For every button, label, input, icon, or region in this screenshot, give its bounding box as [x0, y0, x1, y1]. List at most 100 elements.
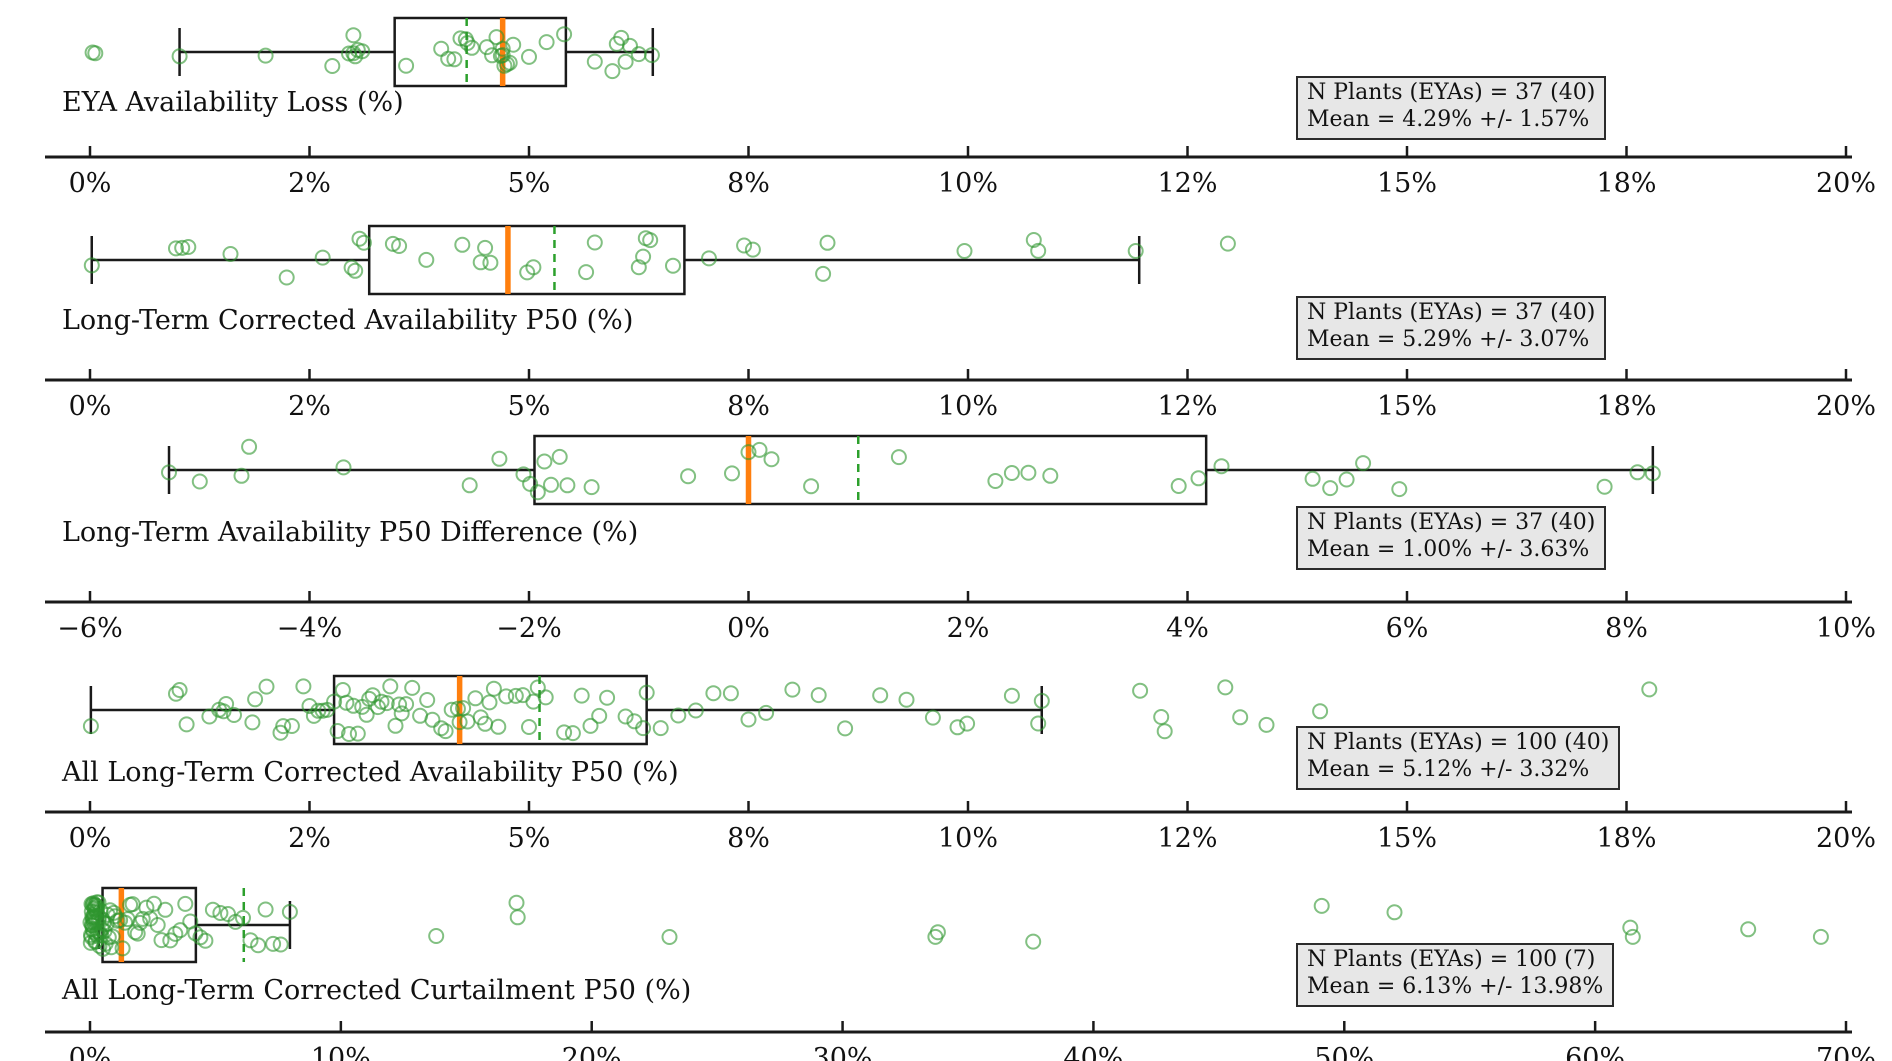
- data-point: [418, 251, 435, 268]
- data-point: [1156, 723, 1173, 740]
- data-point: [82, 718, 99, 735]
- data-point: [652, 720, 669, 737]
- data-point: [1258, 716, 1275, 733]
- data-point: [257, 47, 274, 64]
- x-tick-label: 8%: [1605, 613, 1648, 644]
- stats-annotation-1: N Plants (EYAs) = 37 (40) Mean = 4.29% +…: [1296, 76, 1607, 140]
- data-point: [680, 468, 697, 485]
- data-point: [387, 717, 404, 734]
- data-point: [751, 441, 768, 458]
- data-point: [564, 725, 581, 742]
- data-point: [701, 250, 717, 267]
- data-point: [815, 265, 832, 282]
- data-point: [573, 687, 590, 704]
- data-point: [638, 684, 655, 701]
- data-point: [1213, 458, 1230, 475]
- data-point: [1020, 464, 1037, 481]
- data-point: [1386, 904, 1403, 921]
- data-point: [361, 690, 378, 707]
- data-point: [104, 928, 121, 945]
- data-point: [525, 259, 542, 276]
- data-point: [393, 705, 410, 722]
- data-point: [265, 935, 282, 952]
- data-point: [642, 232, 659, 249]
- data-point: [643, 47, 660, 64]
- data-point: [354, 43, 371, 60]
- box: [367, 224, 686, 296]
- data-point: [551, 448, 568, 465]
- data-point: [1644, 465, 1661, 482]
- x-tick-label: 15%: [1377, 823, 1437, 854]
- data-point: [1629, 464, 1646, 481]
- data-point: [758, 704, 775, 721]
- data-point: [153, 932, 170, 949]
- data-point: [1153, 709, 1170, 725]
- data-point: [630, 259, 647, 276]
- data-point: [212, 905, 229, 921]
- data-point: [1219, 235, 1236, 252]
- x-tick-label: 0%: [69, 1043, 112, 1061]
- data-point: [247, 691, 264, 708]
- stats-n-plants: N Plants (EYAs) = 37 (40): [1307, 80, 1596, 105]
- data-point: [1322, 480, 1339, 497]
- data-point: [1812, 928, 1829, 945]
- data-point: [1030, 242, 1047, 259]
- stats-mean: Mean = 1.00% +/- 3.63%: [1307, 536, 1590, 562]
- data-point: [635, 248, 652, 265]
- data-point: [537, 689, 554, 706]
- data-point: [378, 695, 395, 712]
- x-tick-label: 18%: [1596, 391, 1656, 422]
- x-tick-label: 0%: [69, 168, 112, 199]
- data-point: [505, 36, 522, 53]
- stats-annotation-3: N Plants (EYAs) = 37 (40) Mean = 1.00% +…: [1296, 506, 1607, 570]
- data-point: [157, 901, 174, 918]
- data-point: [103, 939, 120, 956]
- x-tick-label: −6%: [57, 613, 122, 644]
- data-point: [117, 914, 134, 931]
- data-point: [440, 50, 457, 67]
- x-tick-label: 10%: [938, 168, 998, 199]
- data-point: [987, 473, 1004, 489]
- data-point: [305, 707, 322, 724]
- x-tick-label: 12%: [1157, 168, 1217, 199]
- data-point: [736, 237, 753, 254]
- data-point: [898, 691, 915, 708]
- data-point: [281, 903, 298, 920]
- x-tick-label: 6%: [1386, 613, 1429, 644]
- x-tick-label: 15%: [1377, 168, 1437, 199]
- data-point: [347, 262, 364, 279]
- data-point: [201, 708, 218, 725]
- x-tick-label: 60%: [1565, 1043, 1625, 1061]
- subplot-3-title: Long-Term Availability P50 Difference (%…: [62, 517, 639, 548]
- data-point: [134, 910, 151, 927]
- data-point: [437, 723, 454, 740]
- x-tick-label: 12%: [1157, 391, 1217, 422]
- data-point: [949, 719, 966, 736]
- x-tick-label: 20%: [562, 1043, 622, 1061]
- data-point: [467, 690, 484, 707]
- x-tick-label: 0%: [727, 613, 770, 644]
- data-point: [1132, 682, 1149, 699]
- data-point: [314, 249, 331, 266]
- data-point: [617, 708, 634, 725]
- data-point: [204, 901, 221, 918]
- data-point: [424, 711, 441, 728]
- data-point: [329, 723, 346, 739]
- data-point: [87, 45, 104, 62]
- x-tick-label: 10%: [311, 1043, 371, 1061]
- data-point: [956, 243, 973, 259]
- subplot-1-title: EYA Availability Loss (%): [62, 87, 404, 118]
- data-point: [744, 241, 761, 258]
- data-point: [351, 230, 368, 247]
- x-tick-label: 40%: [1063, 1043, 1123, 1061]
- x-tick-label: 50%: [1314, 1043, 1374, 1061]
- data-point: [687, 702, 704, 719]
- x-tick-label: 2%: [288, 391, 331, 422]
- data-point: [283, 718, 300, 734]
- data-point: [215, 703, 232, 720]
- data-point: [226, 707, 242, 723]
- stats-annotation-4: N Plants (EYAs) = 100 (40) Mean = 5.12% …: [1296, 726, 1621, 790]
- data-point: [837, 720, 854, 737]
